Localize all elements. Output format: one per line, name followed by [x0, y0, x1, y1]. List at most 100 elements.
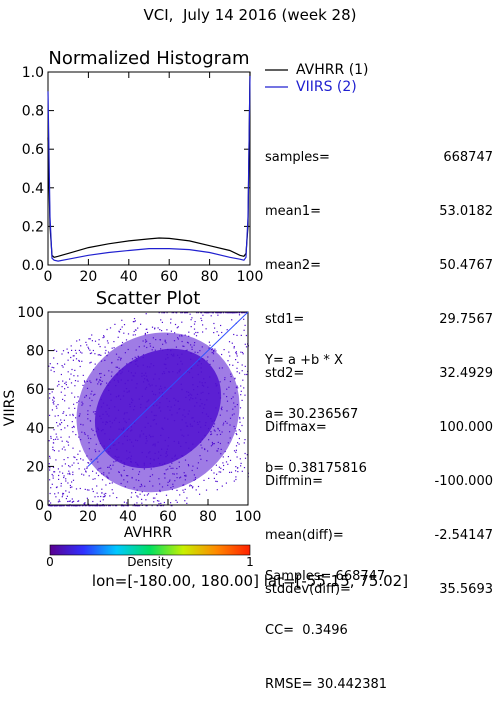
- scatter-point: [200, 444, 202, 446]
- scatter-point: [50, 487, 52, 489]
- scatter-point: [146, 379, 148, 381]
- scatter-point: [188, 410, 190, 412]
- scatter-point: [235, 476, 237, 478]
- regression-b: b= 0.38175816: [265, 461, 367, 476]
- scatter-point: [186, 312, 188, 314]
- scatter-point: [154, 328, 156, 330]
- scatter-point: [210, 315, 212, 317]
- scatter-point: [55, 505, 57, 507]
- scatter-point: [238, 443, 240, 445]
- scatter-point: [233, 333, 235, 336]
- scatter-point: [160, 388, 162, 390]
- scatter-point: [76, 340, 78, 342]
- scatter-point: [244, 312, 246, 314]
- scatter-point: [218, 466, 220, 468]
- scatter-point: [171, 457, 173, 459]
- stat-row-diffmin: Diffmin= -100.000: [265, 473, 493, 491]
- scatter-point: [216, 489, 218, 491]
- scatter-point: [162, 428, 164, 430]
- scatter-point: [86, 344, 88, 346]
- scatter-point: [109, 420, 111, 422]
- scatter-point: [61, 353, 63, 355]
- scatter-point: [61, 422, 63, 424]
- scatter-point: [96, 378, 98, 380]
- scatter-point: [88, 348, 90, 350]
- stats-panel: samples= 668747 mean1= 53.0182 mean2= 50.47…: [265, 113, 493, 617]
- scatter-point: [200, 458, 202, 460]
- scatter-point: [199, 360, 201, 362]
- scatter-point: [79, 450, 81, 452]
- scatter-point: [74, 456, 76, 459]
- scatter-point: [71, 349, 73, 351]
- scatter-point: [187, 391, 190, 393]
- scatter-point: [220, 453, 222, 455]
- scatter-point: [204, 382, 206, 384]
- scatter-point: [138, 473, 140, 475]
- scatter-point: [136, 505, 138, 507]
- scatter-point: [85, 395, 87, 397]
- scatter-point: [69, 484, 71, 487]
- scatter-point: [167, 468, 169, 470]
- scatter-point: [226, 329, 228, 331]
- scatter-point: [80, 345, 82, 347]
- scatter-point: [177, 354, 179, 356]
- scatter-point: [188, 447, 190, 449]
- scatter-point: [61, 386, 63, 388]
- scatter-point: [109, 438, 111, 440]
- scatter-point: [182, 489, 184, 491]
- scatter-point: [226, 422, 228, 424]
- scatter-point: [151, 411, 153, 413]
- scatter-point: [120, 460, 122, 462]
- scatter-point: [158, 478, 160, 480]
- stat-label: std2=: [265, 366, 305, 381]
- scatter-point: [136, 360, 138, 362]
- scatter-point: [134, 372, 136, 374]
- scatter-point: [151, 384, 153, 386]
- scatter-point: [143, 494, 146, 496]
- scatter-point: [128, 418, 130, 420]
- scatter-point: [73, 403, 75, 405]
- scatter-point: [130, 372, 132, 374]
- scatter-point: [129, 406, 131, 408]
- scatter-point: [219, 397, 222, 399]
- scatter-point: [157, 441, 159, 443]
- scatter-point: [232, 312, 234, 314]
- scatter-point: [218, 471, 220, 473]
- scatter-point: [87, 418, 89, 420]
- scatter-point: [163, 363, 165, 365]
- scatter-point: [233, 413, 235, 415]
- scatter-point: [216, 331, 218, 333]
- scatter-point: [57, 438, 59, 440]
- y-tick-label: 80: [26, 344, 44, 360]
- scatter-point: [118, 471, 120, 473]
- scatter-point: [70, 382, 73, 384]
- scatter-point: [174, 323, 177, 326]
- scatter-point: [145, 505, 147, 507]
- scatter-point: [197, 462, 199, 464]
- scatter-point: [51, 366, 53, 368]
- scatter-point: [210, 431, 212, 433]
- scatter-point: [141, 395, 143, 397]
- x-tick-label: 40: [119, 509, 137, 525]
- scatter-point: [244, 457, 247, 459]
- scatter-point: [133, 409, 135, 411]
- scatter-point: [72, 413, 74, 415]
- scatter-point: [201, 447, 203, 449]
- scatter-point: [103, 336, 105, 338]
- scatter-point: [140, 403, 142, 406]
- scatter-point: [143, 468, 145, 470]
- scatter-point: [81, 505, 83, 507]
- scatter-point: [60, 505, 62, 507]
- scatter-point: [152, 337, 154, 339]
- scatter-point: [184, 500, 186, 502]
- scatter-point: [166, 454, 168, 456]
- scatter-point: [163, 501, 165, 504]
- scatter-point: [48, 500, 50, 502]
- scatter-point: [178, 441, 180, 443]
- scatter-point: [57, 415, 59, 417]
- scatter-point: [57, 492, 59, 494]
- scatter-point: [153, 365, 155, 367]
- scatter-point: [161, 505, 163, 507]
- scatter-point: [244, 365, 246, 367]
- main-title: VCI, July 14 2016 (week 28): [143, 6, 357, 24]
